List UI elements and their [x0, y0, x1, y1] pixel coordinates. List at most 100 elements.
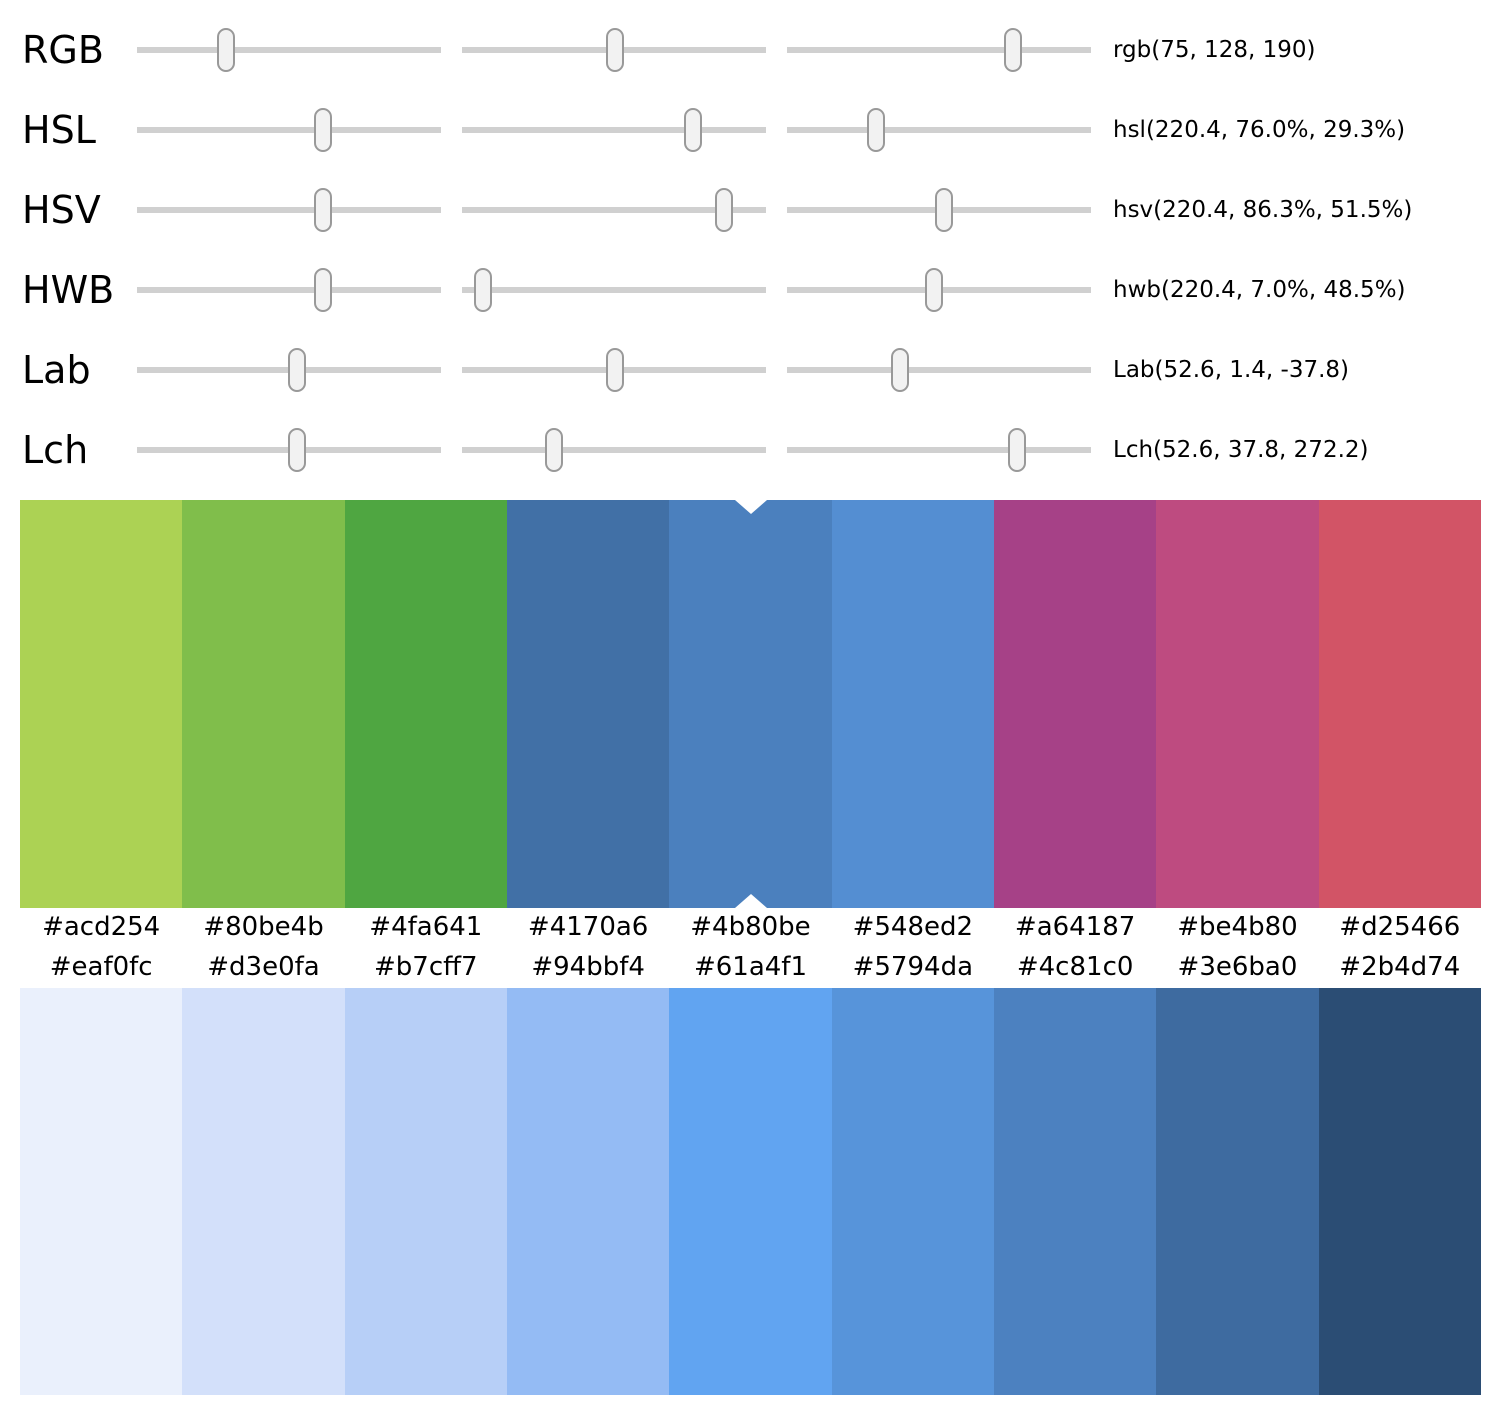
lch-h-slider-thumb[interactable]	[1007, 428, 1026, 472]
slider-row-label: HSV	[22, 188, 101, 232]
hsv-s-slider[interactable]	[462, 188, 766, 232]
slider-row-hsv: HSV hsv(220.4, 86.3%, 51.5%)	[0, 170, 1501, 250]
hsv-h-slider-thumb[interactable]	[314, 188, 333, 232]
shade-hex-labels: #eaf0fc #d3e0fa #b7cff7 #94bbf4 #61a4f1 …	[20, 945, 1481, 988]
hex-label: #4170a6	[527, 911, 649, 942]
selection-notch-top	[734, 500, 767, 514]
color-swatch[interactable]	[506, 988, 670, 1395]
slider-row-label: HSL	[22, 108, 96, 152]
hex-label: #d25466	[1339, 911, 1461, 942]
rgb-b-slider-thumb[interactable]	[1004, 28, 1023, 72]
hex-label: #be4b80	[1177, 911, 1298, 942]
hex-label: #a64187	[1014, 911, 1136, 942]
hex-label: #80be4b	[203, 911, 324, 942]
slider-value: hsl(220.4, 76.0%, 29.3%)	[1113, 117, 1406, 143]
color-swatch[interactable]	[993, 988, 1157, 1395]
hex-label: #4c81c0	[1016, 951, 1134, 982]
slider-value: hwb(220.4, 7.0%, 48.5%)	[1113, 277, 1406, 303]
hsv-s-slider-thumb[interactable]	[715, 188, 734, 232]
rgb-r-slider[interactable]	[137, 28, 441, 72]
hsv-v-slider-thumb[interactable]	[934, 188, 953, 232]
rgb-g-slider-thumb[interactable]	[605, 28, 624, 72]
variation-palette	[20, 500, 1481, 908]
hex-label: #61a4f1	[693, 951, 807, 982]
color-swatch[interactable]	[506, 500, 670, 908]
lab-l-slider-thumb[interactable]	[287, 348, 306, 392]
lab-a-slider[interactable]	[462, 348, 766, 392]
rgb-b-slider[interactable]	[787, 28, 1091, 72]
lab-b-slider-thumb[interactable]	[891, 348, 910, 392]
lch-c-slider[interactable]	[462, 428, 766, 472]
hex-label: #2b4d74	[1339, 951, 1461, 982]
lch-l-slider-thumb[interactable]	[287, 428, 306, 472]
hsv-h-slider[interactable]	[137, 188, 441, 232]
hex-label: #4fa641	[369, 911, 483, 942]
slider-row-hsl: HSL hsl(220.4, 76.0%, 29.3%)	[0, 90, 1501, 170]
color-swatch[interactable]	[993, 500, 1157, 908]
hsl-l-slider[interactable]	[787, 108, 1091, 152]
slider-value: Lch(52.6, 37.8, 272.2)	[1113, 437, 1369, 463]
slider-value: hsv(220.4, 86.3%, 51.5%)	[1113, 197, 1413, 223]
slider-panel: RGB rgb(75, 128, 190) HSL hsl(220.4, 76.…	[0, 0, 1501, 490]
slider-track-group	[137, 348, 1091, 392]
color-swatch[interactable]	[20, 988, 183, 1395]
color-swatch[interactable]	[20, 500, 183, 908]
hsl-l-slider-thumb[interactable]	[867, 108, 886, 152]
shade-palette	[20, 988, 1481, 1395]
hsv-v-slider[interactable]	[787, 188, 1091, 232]
hwb-b-slider[interactable]	[787, 268, 1091, 312]
slider-row-label: Lab	[22, 348, 91, 392]
variation-hex-labels: #acd254 #80be4b #4fa641 #4170a6 #4b80be …	[20, 908, 1481, 945]
lch-h-slider[interactable]	[787, 428, 1091, 472]
hwb-w-slider-thumb[interactable]	[474, 268, 493, 312]
slider-track-group	[137, 28, 1091, 72]
hsl-h-slider[interactable]	[137, 108, 441, 152]
hwb-b-slider-thumb[interactable]	[925, 268, 944, 312]
hex-label: #d3e0fa	[207, 951, 320, 982]
slider-track-group	[137, 268, 1091, 312]
rgb-r-slider-thumb[interactable]	[217, 28, 236, 72]
slider-track-group	[137, 108, 1091, 152]
selection-notch-bottom	[734, 894, 767, 908]
color-swatch[interactable]	[344, 500, 507, 908]
slider-row-lab: Lab Lab(52.6, 1.4, -37.8)	[0, 330, 1501, 410]
lch-c-slider-thumb[interactable]	[545, 428, 564, 472]
slider-value: rgb(75, 128, 190)	[1113, 37, 1316, 63]
slider-track-group	[137, 188, 1091, 232]
hex-label: #5794da	[852, 951, 973, 982]
slider-row-label: HWB	[22, 268, 115, 312]
lab-b-slider[interactable]	[787, 348, 1091, 392]
color-swatch[interactable]	[1318, 500, 1481, 908]
color-swatch[interactable]	[831, 500, 994, 908]
hwb-w-slider[interactable]	[462, 268, 766, 312]
hex-label: #4b80be	[690, 911, 811, 942]
color-swatch[interactable]	[182, 988, 345, 1395]
hsl-s-slider[interactable]	[462, 108, 766, 152]
hex-label: #94bbf4	[531, 951, 645, 982]
hex-label: #3e6ba0	[1177, 951, 1298, 982]
color-swatch-selected[interactable]	[669, 500, 832, 908]
hex-label: #eaf0fc	[49, 951, 153, 982]
hwb-h-slider-thumb[interactable]	[314, 268, 333, 312]
color-swatch[interactable]	[669, 988, 832, 1395]
slider-value: Lab(52.6, 1.4, -37.8)	[1113, 357, 1349, 383]
hsl-h-slider-thumb[interactable]	[314, 108, 333, 152]
lab-l-slider[interactable]	[137, 348, 441, 392]
slider-row-hwb: HWB hwb(220.4, 7.0%, 48.5%)	[0, 250, 1501, 330]
hwb-h-slider[interactable]	[137, 268, 441, 312]
color-swatch[interactable]	[1156, 988, 1319, 1395]
slider-row-label: RGB	[22, 28, 104, 72]
color-swatch[interactable]	[1318, 988, 1481, 1395]
hsl-s-slider-thumb[interactable]	[684, 108, 703, 152]
lab-a-slider-thumb[interactable]	[605, 348, 624, 392]
hex-label: #548ed2	[852, 911, 974, 942]
color-swatch[interactable]	[182, 500, 345, 908]
rgb-g-slider[interactable]	[462, 28, 766, 72]
color-swatch[interactable]	[831, 988, 994, 1395]
lch-l-slider[interactable]	[137, 428, 441, 472]
hex-label: #b7cff7	[374, 951, 478, 982]
color-swatch[interactable]	[344, 988, 507, 1395]
color-swatch[interactable]	[1156, 500, 1319, 908]
slider-row-rgb: RGB rgb(75, 128, 190)	[0, 10, 1501, 90]
